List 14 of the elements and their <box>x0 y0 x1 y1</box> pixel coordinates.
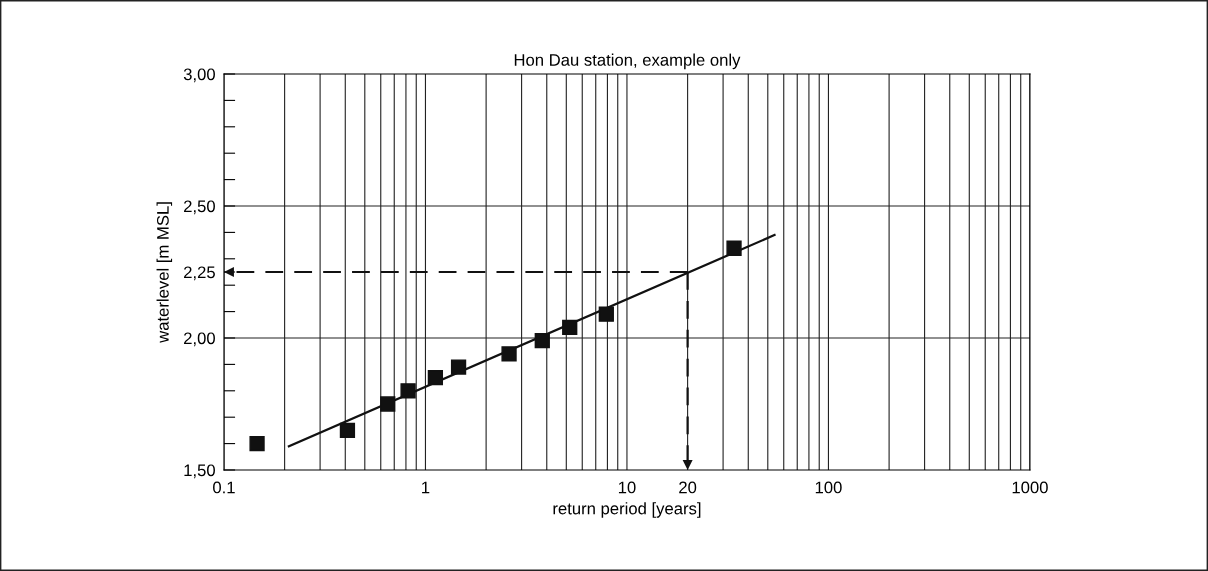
x-tick-label: 10 <box>618 481 636 494</box>
x-axis-title: return period [years] <box>553 502 701 518</box>
y-tick-label: 1,50 <box>184 464 215 479</box>
y-tick-label: 2,50 <box>184 200 215 215</box>
x-tick-label: 1000 <box>1012 481 1048 494</box>
y-axis-title: waterlevel [m MSL] <box>156 202 173 343</box>
x-tick-label: 20 <box>679 481 697 494</box>
y-tick-label: 2,00 <box>184 332 215 347</box>
chart-title: Hon Dau station, example only <box>514 53 741 70</box>
x-tick-label: 1 <box>422 481 430 494</box>
x-tick-label: 0.1 <box>213 481 235 494</box>
x-tick-label: 100 <box>815 481 842 494</box>
y-tick-label: 2,25 <box>184 266 215 281</box>
y-tick-label: 3,00 <box>183 68 215 83</box>
